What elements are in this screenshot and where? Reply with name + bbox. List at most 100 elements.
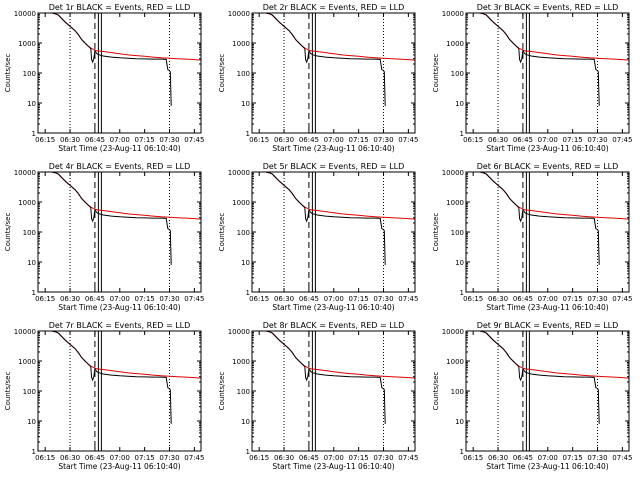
events-series-line [38,13,172,106]
panel-title: Det 6r BLACK = Events, RED = LLD [477,162,619,171]
x-tick-label: 07:45 [184,454,204,462]
panel-title: Det 1r BLACK = Events, RED = LLD [49,3,191,12]
y-tick-label: 100 [451,70,464,78]
x-tick-label: 07:00 [324,454,344,462]
x-tick-label: 06:15 [35,295,55,303]
events-series-line [38,172,172,265]
x-tick-label: 06:30 [60,454,80,462]
y-tick-label: 10 [27,418,36,426]
x-tick-label: 07:30 [373,454,393,462]
x-axis-label: Start Time (23-Aug-11 06:10:40) [486,144,608,153]
detector-panel: Det 6r BLACK = Events, RED = LLD 1 10 100 10… [432,162,632,312]
y-tick-label: 1 [460,289,464,297]
x-tick-label: 07:00 [538,136,558,144]
x-tick-label: 06:45 [299,454,319,462]
y-tick-label: 1000 [446,40,464,48]
x-tick-label: 07:15 [349,295,369,303]
x-tick-label: 06:45 [513,295,533,303]
y-tick-label: 1 [460,130,464,138]
y-tick-label: 100 [237,229,250,237]
x-tick-label: 07:00 [324,136,344,144]
y-axis-label: Counts/sec [218,213,226,252]
y-tick-label: 10 [27,100,36,108]
y-axis-label: Counts/sec [4,213,12,252]
events-series-line [466,331,600,424]
x-tick-label: 06:30 [488,136,508,144]
x-tick-label: 07:30 [587,454,607,462]
y-tick-label: 10 [241,418,250,426]
x-tick-label: 06:15 [35,454,55,462]
y-tick-label: 10 [241,259,250,267]
y-tick-label: 10000 [442,328,464,336]
events-series-line [38,331,172,424]
plot-frame [251,171,416,293]
x-tick-label: 06:15 [463,295,483,303]
y-tick-label: 100 [237,70,250,78]
x-tick-label: 07:15 [349,454,369,462]
plot-frame [465,171,630,293]
y-tick-label: 100 [23,70,36,78]
y-axis-label: Counts/sec [218,372,226,411]
x-tick-label: 07:45 [612,136,632,144]
x-tick-label: 07:45 [612,295,632,303]
y-tick-label: 1000 [18,199,36,207]
x-tick-label: 06:30 [274,454,294,462]
y-axis-label: Counts/sec [432,372,440,411]
y-tick-label: 1000 [232,40,250,48]
panel-title: Det 4r BLACK = Events, RED = LLD [49,162,191,171]
x-tick-label: 07:00 [538,454,558,462]
lld-series-line [466,172,629,220]
lld-series-line [466,331,629,379]
y-tick-label: 10000 [228,169,250,177]
x-tick-label: 06:45 [85,295,105,303]
y-tick-label: 100 [23,229,36,237]
x-axis-label: Start Time (23-Aug-11 06:10:40) [58,303,180,312]
y-tick-label: 1 [32,448,36,456]
x-tick-label: 07:30 [159,136,179,144]
plot-frame [37,12,202,134]
detector-panel: Det 8r BLACK = Events, RED = LLD 1 10 100 10… [218,321,418,471]
x-tick-label: 07:15 [349,136,369,144]
lld-series-line [38,13,201,61]
y-tick-label: 1000 [232,358,250,366]
x-tick-label: 06:15 [249,136,269,144]
x-tick-label: 07:30 [159,454,179,462]
x-tick-label: 07:45 [184,136,204,144]
y-tick-label: 10 [455,418,464,426]
x-tick-label: 06:30 [60,295,80,303]
y-tick-label: 100 [237,388,250,396]
x-tick-label: 06:45 [513,136,533,144]
x-tick-label: 07:00 [538,295,558,303]
x-tick-label: 06:45 [85,454,105,462]
y-tick-label: 1000 [18,358,36,366]
lld-series-line [38,331,201,379]
y-axis-label: Counts/sec [218,54,226,93]
events-series-line [466,172,600,265]
y-tick-label: 10 [241,100,250,108]
y-tick-label: 10000 [442,169,464,177]
x-tick-label: 07:15 [135,454,155,462]
x-tick-label: 06:30 [274,295,294,303]
y-tick-label: 100 [451,388,464,396]
x-tick-label: 06:15 [249,454,269,462]
x-tick-label: 07:00 [110,136,130,144]
y-axis-label: Counts/sec [4,54,12,93]
x-axis-label: Start Time (23-Aug-11 06:10:40) [486,303,608,312]
x-tick-label: 07:15 [135,295,155,303]
x-axis-label: Start Time (23-Aug-11 06:10:40) [272,462,394,471]
x-tick-label: 06:15 [35,136,55,144]
y-axis-label: Counts/sec [432,213,440,252]
panel-title: Det 3r BLACK = Events, RED = LLD [477,3,619,12]
x-tick-label: 07:45 [184,295,204,303]
y-tick-label: 10000 [14,328,36,336]
detector-panel: Det 7r BLACK = Events, RED = LLD 1 10 100 10… [4,321,204,471]
detector-panel: Det 5r BLACK = Events, RED = LLD 1 10 100 10… [218,162,418,312]
detector-panel: Det 4r BLACK = Events, RED = LLD 1 10 100 10… [4,162,204,312]
detector-panel: Det 1r BLACK = Events, RED = LLD 1 10 100 10… [4,3,204,153]
x-tick-label: 07:45 [398,454,418,462]
x-tick-label: 06:30 [60,136,80,144]
x-tick-label: 06:45 [85,136,105,144]
x-tick-label: 07:15 [563,136,583,144]
y-tick-label: 1000 [446,358,464,366]
